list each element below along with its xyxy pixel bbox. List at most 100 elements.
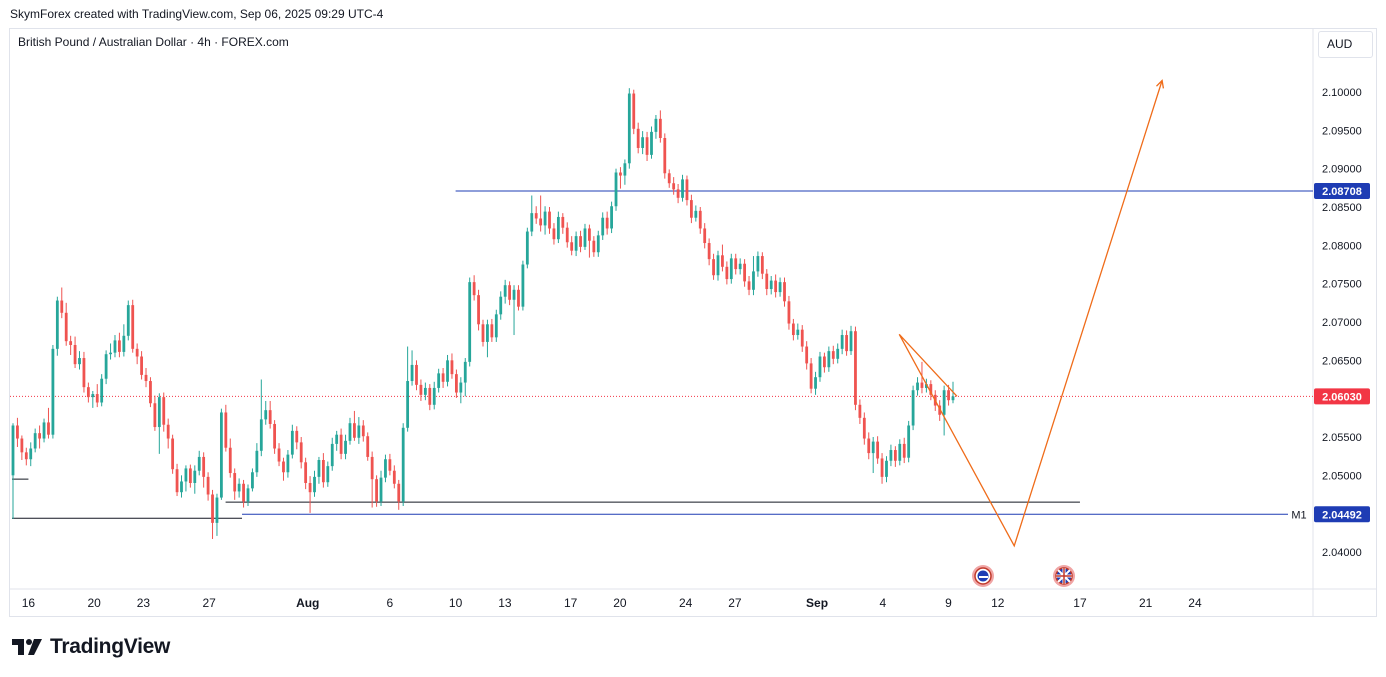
candle-body xyxy=(698,210,702,229)
current-price-label-bg xyxy=(1314,388,1370,405)
candle-body xyxy=(282,461,285,473)
candle-body xyxy=(561,216,565,228)
candle-body xyxy=(384,459,387,478)
candle-body xyxy=(175,469,179,493)
price-tick-label: 2.08000 xyxy=(1322,240,1362,252)
candle-body xyxy=(902,443,906,458)
candle-body xyxy=(144,374,148,382)
time-axis[interactable]: 16 20 23 27 Aug 6 10 13 17 20 24 27 Sep 4 9 12 17 21 24 xyxy=(22,596,1202,610)
candle-body xyxy=(907,425,911,458)
candle-body xyxy=(157,397,161,428)
candle-body xyxy=(233,473,237,492)
candle-body xyxy=(840,335,844,349)
candle-body xyxy=(769,280,773,290)
candle-body xyxy=(149,381,152,404)
symbol-title[interactable]: British Pound / Australian Dollar · 4h ·… xyxy=(18,35,289,49)
candle-body xyxy=(805,346,809,364)
candle-body xyxy=(113,340,117,353)
candle-body xyxy=(543,211,547,226)
economic-events[interactable] xyxy=(972,565,1075,587)
tradingview-logo-icon xyxy=(12,639,42,655)
price-tick-label: 2.06500 xyxy=(1322,355,1362,367)
candle-body xyxy=(91,394,95,398)
candle-body xyxy=(171,438,175,470)
time-tick-label: 24 xyxy=(679,596,693,610)
candle-body xyxy=(273,423,277,449)
candle-body xyxy=(947,390,950,401)
time-tick-label: 12 xyxy=(991,596,1005,610)
candle-body xyxy=(69,341,73,345)
candle-body xyxy=(721,255,724,267)
candle-body xyxy=(308,483,312,493)
candle-body xyxy=(809,363,813,389)
candle-body xyxy=(361,425,365,437)
currency-selector[interactable]: AUD xyxy=(1318,31,1373,58)
price-tick-label: 2.09000 xyxy=(1322,164,1362,176)
price-line-tag: M1 xyxy=(1291,509,1306,521)
candle-body xyxy=(60,300,64,313)
candle-body xyxy=(490,324,494,338)
candle-body xyxy=(689,200,693,218)
candle-body xyxy=(184,468,188,482)
candle-body xyxy=(911,390,915,426)
candle-body xyxy=(831,351,835,359)
candle-body xyxy=(188,468,192,483)
time-tick-label: 6 xyxy=(387,596,394,610)
candle-body xyxy=(916,382,919,391)
candle-body xyxy=(206,476,210,495)
candle-body xyxy=(459,382,463,393)
candle-body xyxy=(428,387,432,405)
chart-frame[interactable] xyxy=(9,28,1377,617)
candle-body xyxy=(783,282,786,302)
candle-body xyxy=(450,360,454,375)
candle-body xyxy=(242,483,245,502)
uk-flag-event-icon[interactable] xyxy=(1053,565,1075,587)
candle-body xyxy=(685,179,689,201)
candle-body xyxy=(33,433,37,449)
time-tick-label: 20 xyxy=(613,596,627,610)
candle-body xyxy=(774,280,778,293)
candle-body xyxy=(827,351,831,368)
price-tick-label: 2.05500 xyxy=(1322,432,1362,444)
price-tick-label: 2.10000 xyxy=(1322,87,1362,99)
candle-body xyxy=(20,438,24,453)
candle-body xyxy=(432,387,436,405)
candle-body xyxy=(486,324,489,342)
candle-body xyxy=(942,390,946,415)
tradingview-logo[interactable]: TradingView xyxy=(12,634,170,660)
candle-body xyxy=(51,348,55,435)
candle-body xyxy=(268,410,272,424)
candle-body xyxy=(583,228,587,247)
candle-body xyxy=(672,183,676,190)
candle-body xyxy=(126,305,130,336)
candle-body xyxy=(86,387,90,398)
candle-body xyxy=(251,472,254,489)
candle-body xyxy=(707,243,711,260)
candle-body xyxy=(614,172,618,207)
candle-body xyxy=(552,228,556,240)
price-tick-label: 2.08500 xyxy=(1322,202,1362,214)
candle-body xyxy=(330,443,334,467)
candle-body xyxy=(951,396,955,401)
candle-body xyxy=(854,331,857,405)
candle-body xyxy=(849,331,853,352)
candle-body xyxy=(193,470,197,483)
price-tick-label: 2.04000 xyxy=(1322,547,1362,559)
projection-line[interactable] xyxy=(898,80,1163,548)
candle-body xyxy=(641,137,645,148)
price-tick-label: 2.07500 xyxy=(1322,279,1362,291)
price-tick-label: 2.07000 xyxy=(1322,317,1362,329)
candle-body xyxy=(153,403,157,428)
candle-body xyxy=(650,131,653,155)
candle-body xyxy=(574,236,578,251)
candle-body xyxy=(246,488,250,502)
candle-body xyxy=(47,422,50,435)
price-axis[interactable]: 2.10000 2.09500 2.09000 2.08500 2.08000 2.075… xyxy=(1322,87,1362,559)
time-tick-label: Aug xyxy=(296,596,319,610)
candle-body xyxy=(11,425,15,476)
candle-body xyxy=(16,425,19,439)
candle-body xyxy=(344,440,347,454)
time-tick-label: 9 xyxy=(945,596,952,610)
us-flag-event-icon[interactable] xyxy=(972,565,994,587)
